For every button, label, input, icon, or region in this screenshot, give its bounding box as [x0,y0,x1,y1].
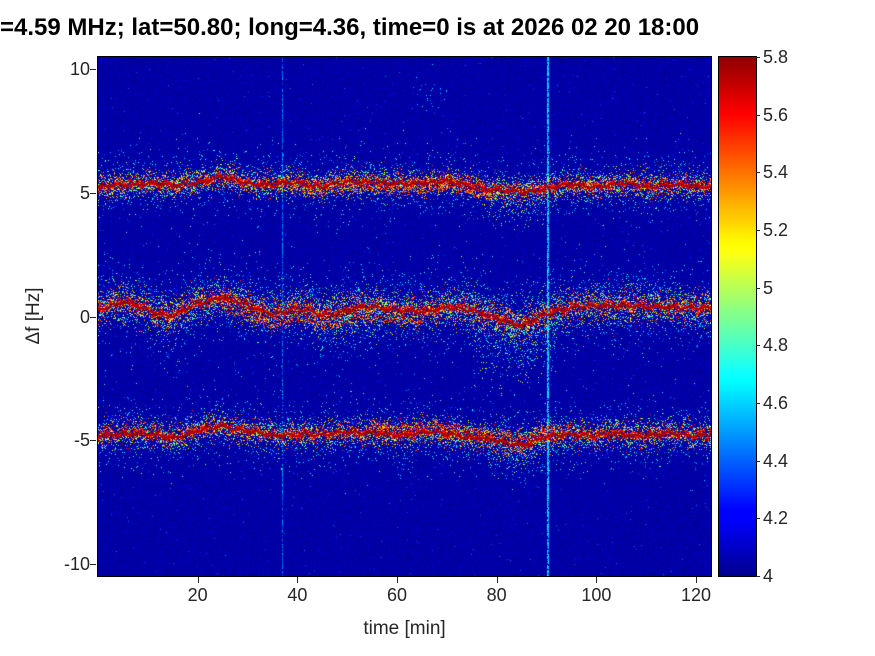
colorbar-tick-label: 5 [763,277,774,298]
colorbar-tick-label: 5.4 [763,162,789,183]
x-tick-label: 80 [486,585,507,605]
colorbar-tick-mark [756,172,760,173]
chart-title: =4.59 MHz; lat=50.80; long=4.36, time=0 … [0,14,700,41]
y-tick-mark [90,69,96,70]
y-tick-mark [90,317,96,318]
colorbar-border [718,56,757,577]
x-axis-label: time [min] [363,618,446,639]
colorbar-tick-label: 4.4 [763,450,789,471]
x-tick-mark [198,577,199,583]
colorbar-tick-label: 5.6 [763,104,789,125]
y-tick-label: 5 [79,182,90,203]
y-tick-mark [90,564,96,565]
colorbar-tick-label: 5.8 [763,47,789,67]
colorbar-tick-mark [756,288,760,289]
colorbar-tick-label: 4.8 [763,335,789,356]
colorbar-tick-mark [756,461,760,462]
colorbar-tick-mark [756,115,760,116]
plot-border [97,56,712,577]
x-tick-label: 120 [681,585,712,605]
colorbar-tick-label: 4.2 [763,508,789,529]
x-tick-mark [397,577,398,583]
colorbar-tick-mark [756,57,760,58]
heatmap-canvas [98,57,711,576]
y-tick-label: -5 [73,430,90,451]
colorbar-tick-mark [756,518,760,519]
x-tick-mark [297,577,298,583]
colorbar-tick-label: 5.2 [763,220,789,240]
colorbar-tick-mark [756,230,760,231]
y-tick-mark [90,193,96,194]
y-tick-label: -10 [63,553,90,574]
colorbar-tick-mark [756,345,760,346]
colorbar-tick-label: 4.6 [763,393,789,413]
y-tick-label: 10 [69,59,90,80]
x-tick-mark [696,577,697,583]
x-tick-label: 100 [581,585,612,605]
y-tick-label: 0 [79,306,90,327]
colorbar-tick-mark [756,576,760,577]
x-tick-mark [497,577,498,583]
colorbar-tick-label: 4 [763,566,774,586]
colorbar-tick-mark [756,403,760,404]
colorbar-canvas [719,57,756,576]
y-tick-mark [90,440,96,441]
x-tick-mark [596,577,597,583]
x-tick-label: 20 [187,585,208,605]
x-tick-label: 40 [287,585,308,605]
x-tick-label: 60 [387,585,408,605]
